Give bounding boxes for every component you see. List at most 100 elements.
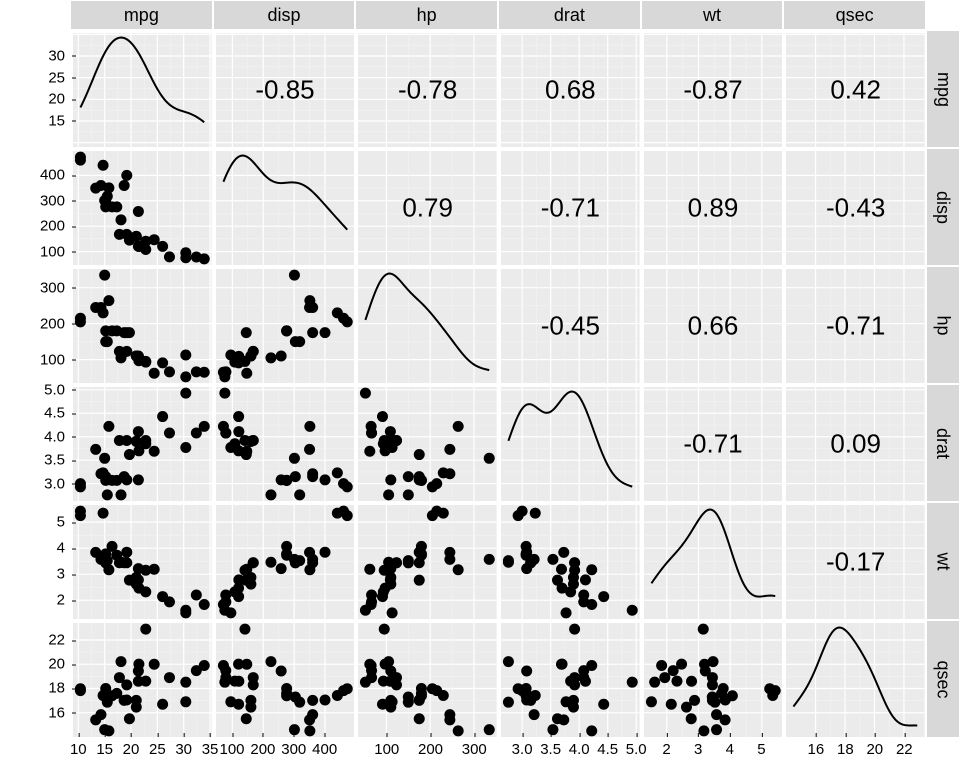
corr-mpg-drat: 0.68: [545, 75, 596, 106]
panel-disp-mpg: 100200300400: [70, 148, 213, 266]
panel-drat-drat: [498, 384, 641, 502]
ytick-mpg: 30: [48, 47, 71, 64]
panel-mpg-hp: -0.78: [355, 30, 498, 148]
panel-drat-mpg: 3.03.54.04.55.0: [70, 384, 213, 502]
ytick-disp: 400: [40, 167, 71, 184]
strip-right-mpg: mpg: [926, 30, 960, 148]
panel-disp-hp: 0.79: [355, 148, 498, 266]
xtick-mpg: 30: [175, 737, 192, 758]
xtick-hp: 100: [374, 737, 399, 758]
corr-mpg-hp: -0.78: [398, 75, 457, 106]
strip-top-label: drat: [554, 5, 585, 26]
panel-wt-mpg: 2345: [70, 502, 213, 620]
xtick-wt: 3: [694, 737, 702, 758]
xtick-mpg: 35: [202, 737, 219, 758]
ytick-drat: 4.5: [44, 405, 71, 422]
panel-qsec-drat: 3.03.54.04.55.0: [498, 620, 641, 738]
xtick-mpg: 10: [70, 737, 87, 758]
xtick-mpg: 25: [149, 737, 166, 758]
strip-right-label: qsec: [933, 660, 954, 698]
ytick-drat: 3.5: [44, 452, 71, 469]
panel-qsec-qsec: 16182022: [783, 620, 926, 738]
panel-mpg-drat: 0.68: [498, 30, 641, 148]
xtick-drat: 4.5: [597, 737, 618, 758]
xtick-wt: 5: [757, 737, 765, 758]
strip-top-hp: hp: [355, 0, 498, 30]
panel-hp-drat: -0.45: [498, 266, 641, 384]
xtick-drat: 4.0: [569, 737, 590, 758]
panel-mpg-qsec: 0.42: [783, 30, 926, 148]
panel-hp-qsec: -0.71: [783, 266, 926, 384]
ytick-hp: 300: [40, 279, 71, 296]
xtick-wt: 4: [726, 737, 734, 758]
ytick-wt: 2: [57, 592, 71, 609]
strip-right-label: disp: [933, 190, 954, 223]
panel-drat-disp: [213, 384, 356, 502]
panel-hp-wt: 0.66: [641, 266, 784, 384]
strip-right-disp: disp: [926, 148, 960, 266]
corr-mpg-disp: -0.85: [255, 75, 314, 106]
strip-top-qsec: qsec: [783, 0, 926, 30]
ytick-mpg: 15: [48, 112, 71, 129]
xtick-qsec: 16: [808, 737, 825, 758]
corr-disp-qsec: -0.43: [826, 193, 885, 224]
strip-right-label: wt: [933, 552, 954, 570]
ytick-mpg: 25: [48, 69, 71, 86]
panel-mpg-mpg: 15202530: [70, 30, 213, 148]
panel-wt-hp: [355, 502, 498, 620]
corr-wt-qsec: -0.17: [826, 547, 885, 578]
xtick-disp: 100: [219, 737, 244, 758]
ytick-qsec: 20: [48, 656, 71, 673]
strip-top-mpg: mpg: [70, 0, 213, 30]
ytick-drat: 4.0: [44, 428, 71, 445]
ytick-disp: 200: [40, 218, 71, 235]
xtick-drat: 5.0: [626, 737, 647, 758]
panel-wt-wt: [641, 502, 784, 620]
ytick-disp: 300: [40, 192, 71, 209]
ytick-qsec: 16: [48, 704, 71, 721]
panel-hp-hp: [355, 266, 498, 384]
panel-wt-drat: [498, 502, 641, 620]
corr-hp-qsec: -0.71: [826, 311, 885, 342]
xtick-disp: 400: [312, 737, 337, 758]
panel-hp-disp: [213, 266, 356, 384]
panel-drat-wt: -0.71: [641, 384, 784, 502]
xtick-wt: 2: [662, 737, 670, 758]
panel-drat-hp: [355, 384, 498, 502]
corr-drat-wt: -0.71: [683, 429, 742, 460]
strip-right-label: hp: [933, 315, 954, 335]
ytick-drat: 3.0: [44, 475, 71, 492]
strip-top-disp: disp: [213, 0, 356, 30]
panel-qsec-mpg: 16182022101520253035: [70, 620, 213, 738]
strip-top-label: mpg: [124, 5, 159, 26]
panel-qsec-disp: 100200300400: [213, 620, 356, 738]
xtick-qsec: 22: [896, 737, 913, 758]
ytick-qsec: 22: [48, 632, 71, 649]
strip-right-label: drat: [933, 427, 954, 458]
strip-right-hp: hp: [926, 266, 960, 384]
panel-disp-drat: -0.71: [498, 148, 641, 266]
corr-drat-qsec: 0.09: [830, 429, 881, 460]
strip-right-drat: drat: [926, 384, 960, 502]
panel-hp-mpg: 100200300: [70, 266, 213, 384]
panel-qsec-hp: 100200300: [355, 620, 498, 738]
panel-wt-disp: [213, 502, 356, 620]
xtick-qsec: 18: [837, 737, 854, 758]
ytick-mpg: 20: [48, 91, 71, 108]
panel-disp-disp: [213, 148, 356, 266]
ytick-qsec: 18: [48, 680, 71, 697]
panel-drat-qsec: 0.09: [783, 384, 926, 502]
strip-top-drat: drat: [498, 0, 641, 30]
ytick-wt: 4: [57, 540, 71, 557]
xtick-mpg: 20: [123, 737, 140, 758]
strip-right-label: mpg: [933, 71, 954, 106]
xtick-drat: 3.5: [540, 737, 561, 758]
panel-mpg-disp: -0.85: [213, 30, 356, 148]
strip-top-wt: wt: [641, 0, 784, 30]
panel-mpg-wt: -0.87: [641, 30, 784, 148]
corr-mpg-wt: -0.87: [683, 75, 742, 106]
xtick-hp: 300: [462, 737, 487, 758]
xtick-drat: 3.0: [512, 737, 533, 758]
corr-hp-drat: -0.45: [541, 311, 600, 342]
corr-hp-wt: 0.66: [688, 311, 739, 342]
